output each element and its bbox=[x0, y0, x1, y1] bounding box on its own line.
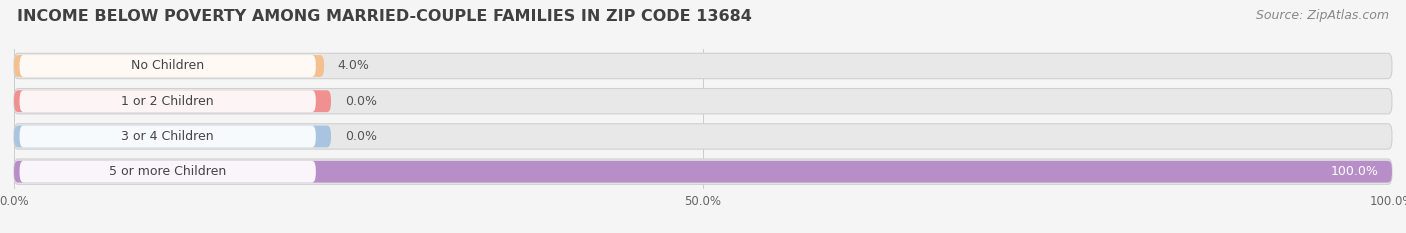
Text: 3 or 4 Children: 3 or 4 Children bbox=[121, 130, 214, 143]
Text: 100.0%: 100.0% bbox=[1330, 165, 1378, 178]
FancyBboxPatch shape bbox=[14, 90, 330, 112]
FancyBboxPatch shape bbox=[20, 55, 316, 77]
FancyBboxPatch shape bbox=[14, 124, 1392, 149]
FancyBboxPatch shape bbox=[20, 90, 316, 112]
Text: 0.0%: 0.0% bbox=[344, 130, 377, 143]
Text: 1 or 2 Children: 1 or 2 Children bbox=[121, 95, 214, 108]
Text: 0.0%: 0.0% bbox=[344, 95, 377, 108]
FancyBboxPatch shape bbox=[14, 161, 1392, 183]
FancyBboxPatch shape bbox=[20, 126, 316, 147]
FancyBboxPatch shape bbox=[14, 159, 1392, 184]
Text: Source: ZipAtlas.com: Source: ZipAtlas.com bbox=[1256, 9, 1389, 22]
Text: INCOME BELOW POVERTY AMONG MARRIED-COUPLE FAMILIES IN ZIP CODE 13684: INCOME BELOW POVERTY AMONG MARRIED-COUPL… bbox=[17, 9, 752, 24]
FancyBboxPatch shape bbox=[14, 53, 1392, 79]
FancyBboxPatch shape bbox=[14, 89, 1392, 114]
FancyBboxPatch shape bbox=[14, 126, 330, 147]
Text: No Children: No Children bbox=[131, 59, 204, 72]
Text: 5 or more Children: 5 or more Children bbox=[110, 165, 226, 178]
FancyBboxPatch shape bbox=[20, 161, 316, 183]
FancyBboxPatch shape bbox=[14, 55, 325, 77]
Text: 4.0%: 4.0% bbox=[337, 59, 370, 72]
